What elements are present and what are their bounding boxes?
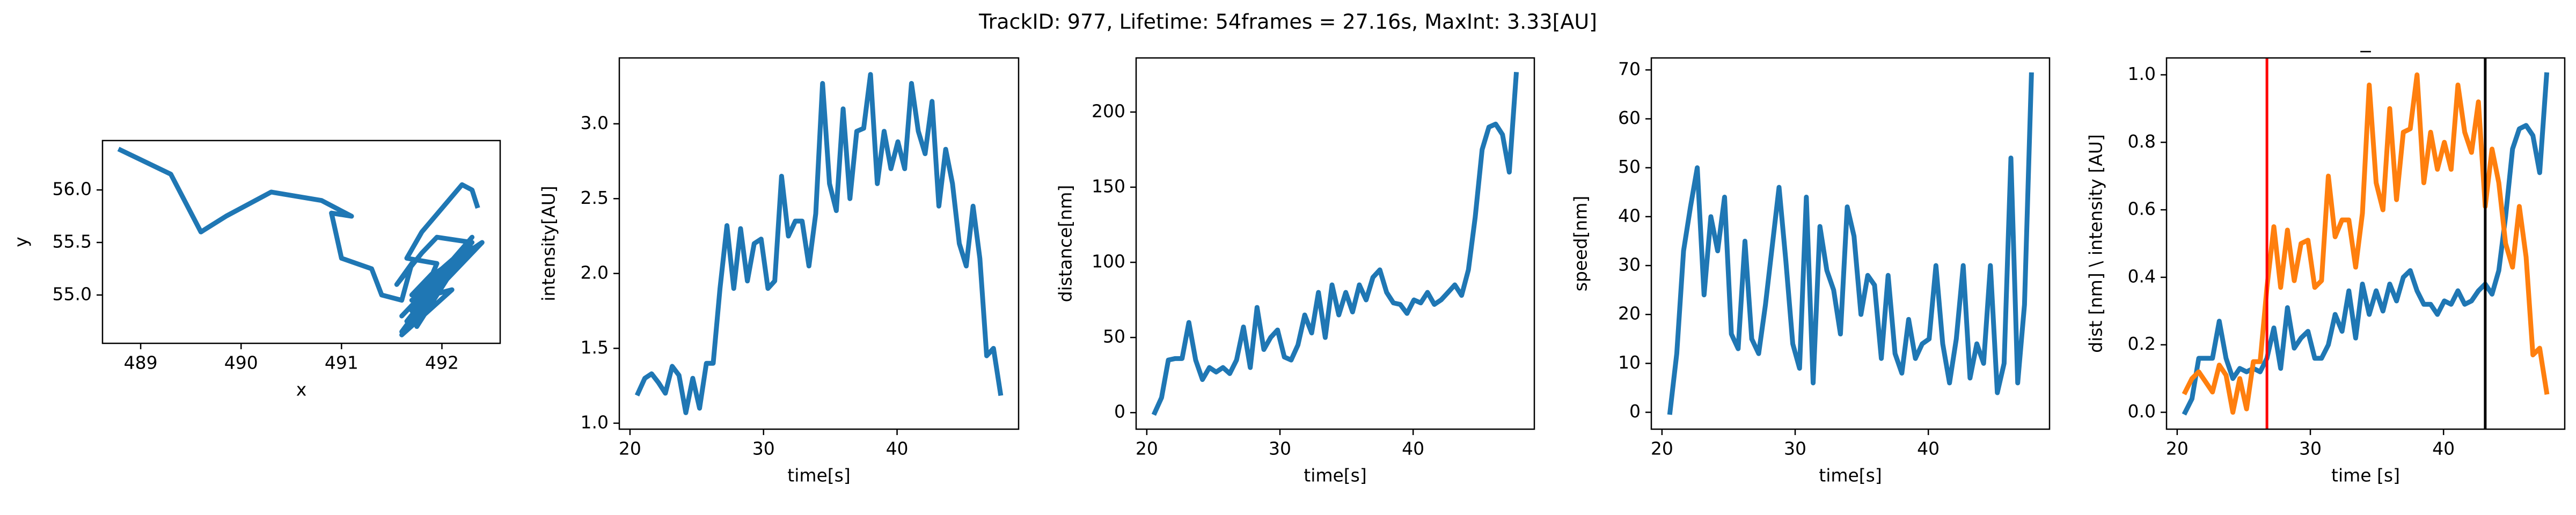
x-axis-label: time[s] — [1304, 465, 1367, 486]
y-tick-label: 150 — [1092, 175, 1125, 196]
y-tick-label: 30 — [1618, 254, 1641, 275]
x-tick-label: 30 — [2299, 438, 2322, 459]
x-tick-label: 20 — [1136, 438, 1158, 459]
x-axis-label: x — [296, 379, 307, 400]
axes-frame — [2165, 57, 2566, 430]
x-tick-label: 20 — [2166, 438, 2189, 459]
y-tick-label: 0 — [1629, 401, 1641, 422]
data-line — [1151, 72, 1519, 416]
y-tick-label: 0 — [1114, 401, 1125, 422]
y-tick-label: 70 — [1618, 58, 1641, 79]
y-tick-label: 55.0 — [53, 283, 92, 304]
y-tick-label: 50 — [1103, 326, 1125, 347]
y-tick-label: 1.0 — [2128, 63, 2156, 84]
data-line — [2182, 72, 2550, 415]
x-tick-label: 20 — [619, 438, 641, 459]
x-tick-label: 30 — [752, 438, 775, 459]
x-tick-label: 490 — [224, 352, 258, 373]
axes-frame — [1650, 57, 2051, 430]
axes-frame — [1135, 57, 1535, 430]
y-tick-label: 100 — [1092, 251, 1125, 272]
x-tick-label: 40 — [1402, 438, 1424, 459]
y-tick-label: 1.5 — [581, 337, 609, 358]
y-axis-label: y — [11, 237, 32, 247]
axes-title: _ — [2360, 29, 2372, 53]
x-axis-label: time [s] — [2331, 465, 2400, 486]
y-tick-label: 1.0 — [581, 411, 609, 432]
x-tick-label: 489 — [124, 352, 158, 373]
y-axis-label: distance[nm] — [1055, 185, 1076, 303]
axes-frame — [618, 57, 1020, 430]
figure-title: TrackID: 977, Lifetime: 54frames = 27.16… — [978, 10, 1597, 34]
x-tick-label: 20 — [1651, 438, 1673, 459]
y-tick-label: 0.4 — [2128, 266, 2156, 286]
y-tick-label: 40 — [1618, 205, 1641, 226]
y-axis-label: dist [nm] \ intensity [AU] — [2085, 134, 2106, 353]
axes-frame — [101, 139, 501, 344]
data-line — [634, 72, 1004, 415]
y-axis-label: intensity[AU] — [538, 186, 559, 301]
x-tick-label: 492 — [425, 352, 459, 373]
x-tick-label: 40 — [2432, 438, 2455, 459]
y-tick-label: 55.5 — [53, 231, 92, 252]
y-tick-label: 0.6 — [2128, 198, 2156, 219]
y-tick-label: 20 — [1618, 303, 1641, 324]
y-tick-label: 0.2 — [2128, 333, 2156, 354]
data-line — [1667, 72, 2034, 415]
y-axis-label: speed[nm] — [1570, 196, 1591, 292]
x-tick-label: 30 — [1269, 438, 1291, 459]
data-line — [117, 146, 485, 337]
y-tick-label: 3.0 — [581, 112, 609, 133]
y-tick-label: 2.0 — [581, 262, 609, 283]
y-tick-label: 0.0 — [2128, 401, 2156, 422]
x-axis-label: time[s] — [787, 465, 851, 486]
y-tick-label: 200 — [1092, 100, 1125, 121]
y-tick-label: 56.0 — [53, 179, 92, 200]
x-tick-label: 30 — [1784, 438, 1806, 459]
y-tick-label: 60 — [1618, 107, 1641, 128]
y-tick-label: 50 — [1618, 156, 1641, 177]
x-tick-label: 40 — [1917, 438, 1940, 459]
y-tick-label: 10 — [1618, 352, 1641, 373]
y-tick-label: 2.5 — [581, 187, 609, 208]
x-axis-label: time[s] — [1819, 465, 1882, 486]
y-tick-label: 0.8 — [2128, 131, 2156, 152]
x-tick-label: 40 — [886, 438, 909, 459]
x-tick-label: 491 — [325, 352, 358, 373]
